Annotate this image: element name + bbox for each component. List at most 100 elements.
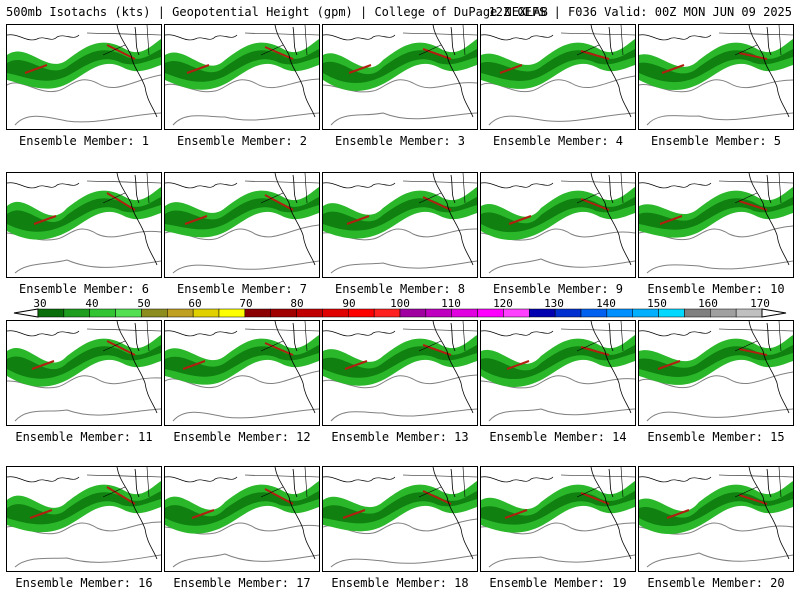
jet-stream-core xyxy=(165,197,319,230)
border-line xyxy=(560,173,635,204)
colorbar-segment xyxy=(63,308,90,318)
jet-max xyxy=(342,509,366,519)
geopotential-height-contour xyxy=(14,554,161,568)
coastline xyxy=(639,182,712,189)
geopotential-height-contour xyxy=(330,554,477,568)
border-line xyxy=(86,173,161,204)
jet-max xyxy=(422,344,452,356)
coastline xyxy=(748,321,790,414)
forecast-map xyxy=(165,25,319,126)
colorbar-tick-label: 50 xyxy=(137,297,151,310)
forecast-map xyxy=(481,25,635,126)
coastline xyxy=(590,173,632,266)
ensemble-member-label: Ensemble Member: 8 xyxy=(334,282,466,296)
jet-max xyxy=(264,194,294,211)
ensemble-member-label: Ensemble Member: 4 xyxy=(492,134,624,148)
jet-stream-core xyxy=(323,345,477,378)
border-line xyxy=(86,321,161,352)
colorbar-segment xyxy=(167,308,194,318)
jet-max xyxy=(264,46,294,60)
geopotential-height-contour xyxy=(488,408,635,422)
colorbar-segment xyxy=(425,308,452,318)
map-title: 500mb Isotachs (kts) | Geopotential Heig… xyxy=(6,5,548,19)
jet-max xyxy=(738,200,768,211)
ensemble-member-label: Ensemble Member: 15 xyxy=(647,430,785,444)
jet-stream-core xyxy=(323,49,477,84)
ensemble-member-label: Ensemble Member: 9 xyxy=(492,282,624,296)
coastline xyxy=(7,476,80,483)
coastline xyxy=(274,25,316,118)
colorbar-segment xyxy=(115,308,142,318)
ensemble-member-label: Ensemble Member: 16 xyxy=(15,576,153,590)
colorbar-segment xyxy=(218,308,246,318)
colorbar-tick-label: 110 xyxy=(441,297,461,310)
forecast-map xyxy=(481,321,635,422)
coastline xyxy=(323,34,396,41)
coastline xyxy=(274,173,316,266)
colorbar-segment xyxy=(141,308,168,318)
coastline xyxy=(748,467,790,560)
colorbar-tick-label: 70 xyxy=(239,297,253,310)
forecast-map xyxy=(7,173,161,274)
geopotential-height-contour xyxy=(488,554,635,568)
jet-stream-core xyxy=(7,49,161,81)
coastline xyxy=(639,476,712,483)
coastline xyxy=(590,321,632,414)
geopotential-height-contour xyxy=(172,553,319,568)
valid-time-label: 12Z GEFS | F036 Valid: 00Z MON JUN 09 20… xyxy=(488,5,792,19)
ensemble-member-panel xyxy=(480,466,636,572)
border-line xyxy=(402,173,477,204)
coastline xyxy=(432,467,474,560)
coastline xyxy=(590,467,632,560)
ensemble-member-panel xyxy=(6,172,162,278)
ensemble-member-panel xyxy=(638,320,794,426)
colorbar-segment xyxy=(735,308,763,318)
geopotential-height-contour xyxy=(646,408,793,422)
jet-max xyxy=(580,50,610,60)
jet-max xyxy=(346,215,370,225)
coastline xyxy=(7,34,80,41)
geopotential-height-contour xyxy=(639,371,793,389)
ensemble-member-panel xyxy=(480,24,636,130)
ensemble-member-panel xyxy=(322,320,478,426)
colorbar-segment xyxy=(580,308,608,318)
geopotential-height-contour xyxy=(14,259,161,274)
border-line xyxy=(86,25,161,56)
colorbar-segment xyxy=(270,308,297,318)
ensemble-member-panel xyxy=(164,172,320,278)
geopotential-height-contour xyxy=(646,552,793,568)
forecast-map xyxy=(639,25,793,126)
forecast-map xyxy=(639,173,793,274)
forecast-map xyxy=(7,321,161,422)
geopotential-height-contour xyxy=(172,260,319,274)
jet-max xyxy=(659,215,683,225)
ensemble-member-label: Ensemble Member: 12 xyxy=(173,430,311,444)
colorbar-segment xyxy=(658,308,685,318)
geopotential-height-contour xyxy=(14,112,161,126)
colorbar-segment xyxy=(373,308,401,318)
coastline xyxy=(116,467,158,560)
coastline xyxy=(639,34,712,41)
ensemble-member-panel xyxy=(322,24,478,130)
border-line xyxy=(718,467,793,498)
coastline xyxy=(165,330,238,337)
jet-max xyxy=(348,64,372,74)
ensemble-member-panel xyxy=(164,24,320,130)
colorbar-segment xyxy=(710,308,737,318)
border-line xyxy=(244,25,319,56)
geopotential-height-contour xyxy=(14,408,161,422)
coastline xyxy=(274,467,316,560)
ensemble-member-label: Ensemble Member: 11 xyxy=(15,430,153,444)
ensemble-member-label: Ensemble Member: 6 xyxy=(18,282,150,296)
forecast-map xyxy=(323,25,477,126)
colorbar-tick-label: 80 xyxy=(290,297,304,310)
border-line xyxy=(402,25,477,56)
jet-max xyxy=(344,360,368,370)
jet-max xyxy=(186,64,210,74)
jet-max xyxy=(580,492,610,505)
jet-max xyxy=(508,215,532,225)
geopotential-height-contour xyxy=(646,260,793,274)
colorbar-tick-label: 40 xyxy=(85,297,99,310)
geopotential-height-contour xyxy=(165,370,319,389)
ensemble-member-panel xyxy=(6,24,162,130)
